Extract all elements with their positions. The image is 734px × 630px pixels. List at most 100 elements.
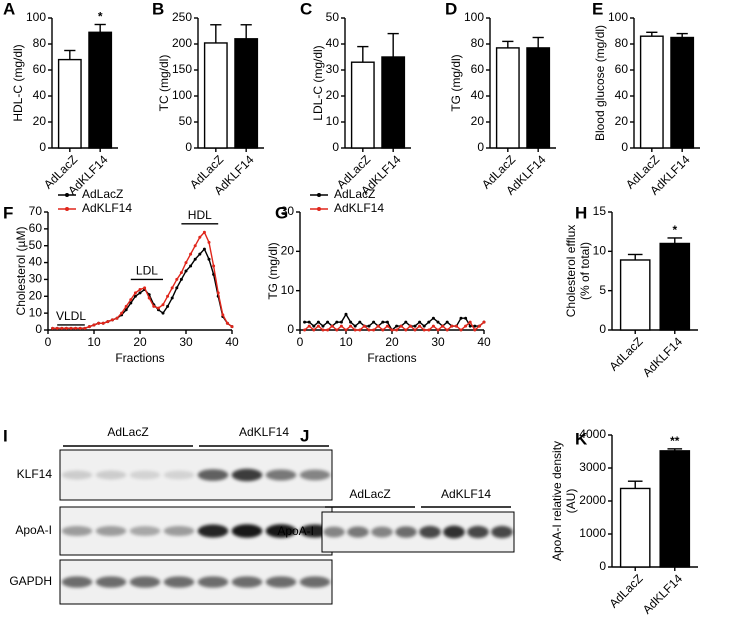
x-tick-label: AdLacZ xyxy=(606,571,645,610)
series-point xyxy=(477,324,481,328)
series-point xyxy=(404,320,408,324)
series-point xyxy=(358,328,362,332)
y-tick-label: 50 xyxy=(326,10,340,24)
series-point xyxy=(367,328,371,332)
blot-band xyxy=(231,468,263,482)
series-point xyxy=(413,324,417,328)
legend-label: AdLacZ xyxy=(82,187,123,201)
y-tick-label: 30 xyxy=(29,272,43,286)
series-point xyxy=(459,328,463,332)
blot-band xyxy=(299,469,331,481)
bar xyxy=(495,47,520,149)
group-label: AdKLF14 xyxy=(239,425,289,439)
x-tick-label: AdLacZ xyxy=(606,334,645,373)
y-tick-label: 60 xyxy=(33,62,47,76)
group-label: AdLacZ xyxy=(107,425,148,439)
annotation: HDL xyxy=(188,208,212,222)
series-point xyxy=(381,320,385,324)
y-tick-label: 100 xyxy=(26,10,46,24)
series-point xyxy=(179,277,183,281)
series-point xyxy=(312,324,316,328)
panel-letter: H xyxy=(575,203,587,222)
series-point xyxy=(441,324,445,328)
y-tick-label: 60 xyxy=(29,221,43,235)
bar xyxy=(619,487,651,568)
series-point xyxy=(230,325,234,329)
series-point xyxy=(225,321,229,325)
y-tick-label: 20 xyxy=(33,114,47,128)
y-tick-label: 250 xyxy=(172,10,192,24)
x-tick-label: AdKLF14 xyxy=(640,571,686,617)
series-line xyxy=(304,321,485,332)
blot-band xyxy=(95,576,127,588)
y-tick-label: 80 xyxy=(615,36,629,50)
series-point xyxy=(110,318,114,322)
series-point xyxy=(166,294,170,298)
y-axis-label: Blood glucose (mg/dl) xyxy=(593,25,607,141)
blot-band xyxy=(129,526,161,536)
x-tick-label: 20 xyxy=(385,335,399,349)
series-line xyxy=(304,312,485,332)
blot-band xyxy=(265,524,297,538)
x-tick-label: 20 xyxy=(133,335,147,349)
series-point xyxy=(339,324,343,328)
series-point xyxy=(303,328,307,332)
series-point xyxy=(193,257,197,261)
series-line xyxy=(52,230,233,330)
series-point xyxy=(326,320,330,324)
blot-band xyxy=(163,576,195,588)
y-tick-label: 0 xyxy=(39,140,46,154)
panel-letter: J xyxy=(300,426,309,445)
blot-band xyxy=(395,526,417,538)
series-point xyxy=(198,252,202,256)
y-tick-label: 10 xyxy=(29,305,43,319)
y-tick-label: 80 xyxy=(33,36,47,50)
series-point xyxy=(212,264,216,268)
series-point xyxy=(473,324,477,328)
y-axis-label: LDL-C (mg/dl) xyxy=(311,45,325,120)
series-point xyxy=(436,328,440,332)
blot-band xyxy=(231,576,263,588)
series-point xyxy=(482,320,486,324)
series-point xyxy=(445,328,449,332)
blot-band xyxy=(265,469,297,481)
y-tick-label: 40 xyxy=(326,36,340,50)
series-point xyxy=(124,304,128,308)
y-tick-label: 30 xyxy=(326,62,340,76)
y-tick-label: 3000 xyxy=(579,460,606,474)
legend-label: AdLacZ xyxy=(334,187,375,201)
blot-band xyxy=(443,525,465,539)
y-tick-label: 40 xyxy=(29,255,43,269)
series-point xyxy=(97,321,101,325)
series-point xyxy=(330,324,334,328)
bar xyxy=(57,58,82,149)
series-point xyxy=(133,294,137,298)
y-tick-label: 15 xyxy=(593,204,607,218)
y-tick-label: 10 xyxy=(593,244,607,258)
y-tick-label: 4000 xyxy=(579,427,606,441)
blot-band xyxy=(163,470,195,480)
y-axis-label: Cholesterol efflux xyxy=(564,225,578,318)
series-point xyxy=(303,320,307,324)
series-point xyxy=(344,328,348,332)
y-tick-label: 2000 xyxy=(579,493,606,507)
y-tick-label: 0 xyxy=(599,559,606,573)
x-tick-label: 0 xyxy=(45,335,52,349)
series-point xyxy=(307,320,311,324)
y-axis-label: HDL-C (mg/dl) xyxy=(11,44,25,121)
y-tick-label: 10 xyxy=(326,114,340,128)
series-point xyxy=(207,240,211,244)
series-point xyxy=(170,286,174,290)
blot-band xyxy=(129,576,161,588)
blot-band xyxy=(61,576,93,588)
series-point xyxy=(83,326,87,330)
bar xyxy=(203,42,228,149)
series-point xyxy=(193,244,197,248)
significance-mark: ** xyxy=(670,434,680,448)
y-tick-label: 0 xyxy=(599,322,606,336)
series-point xyxy=(381,328,385,332)
series-point xyxy=(221,313,225,317)
blot-band xyxy=(419,525,441,539)
series-point xyxy=(349,320,353,324)
